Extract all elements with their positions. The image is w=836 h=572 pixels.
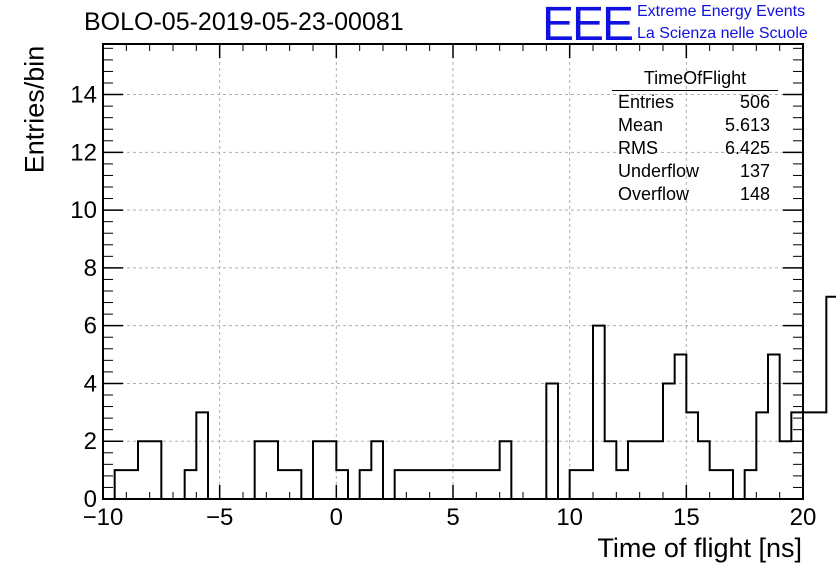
stats-label: RMS <box>618 138 658 158</box>
y-axis-label: Entries/bin <box>19 45 50 174</box>
y-tick-label: 6 <box>84 313 97 340</box>
stats-label: Overflow <box>618 184 690 204</box>
x-tick-label: 10 <box>556 504 583 531</box>
x-tick-label: 15 <box>673 504 700 531</box>
y-tick-label: 8 <box>84 255 97 282</box>
y-tick-label: 10 <box>70 197 97 224</box>
logo-line-1: Extreme Energy Events <box>637 3 806 20</box>
stats-value: 137 <box>739 161 770 181</box>
y-tick-label: 0 <box>84 486 97 513</box>
stats-label: Underflow <box>618 161 700 181</box>
stats-value: 6.425 <box>724 138 770 158</box>
stats-value: 5.613 <box>724 115 770 135</box>
stats-row-rms: RMS 6.425 <box>612 137 778 160</box>
x-tick-label: −10 <box>83 504 124 531</box>
tick-labels: −10 −5 0 5 10 15 20 0 2 4 6 8 10 12 14 <box>70 82 816 531</box>
y-tick-label: 4 <box>84 370 97 397</box>
stats-row-entries: Entries 506 <box>612 91 778 114</box>
stats-row-mean: Mean 5.613 <box>612 114 778 137</box>
x-axis-label: Time of flight [ns] <box>597 533 802 563</box>
grid-lines <box>103 44 803 499</box>
y-tick-label: 14 <box>70 82 97 109</box>
x-tick-label: 0 <box>330 504 343 531</box>
histogram-series <box>103 295 836 500</box>
run-title: BOLO-05-2019-05-23-00081 <box>84 8 404 36</box>
stats-label: Mean <box>618 115 664 135</box>
x-tick-label: −5 <box>206 504 233 531</box>
eee-logo: EEE <box>542 0 634 51</box>
y-tick-label: 12 <box>70 139 97 166</box>
stats-row-underflow: Underflow 137 <box>612 160 778 183</box>
stats-title: TimeOfFlight <box>612 66 778 91</box>
stats-box: TimeOfFlight Entries 506 Mean 5.613 RMS … <box>612 66 778 206</box>
stats-value: 148 <box>739 184 770 204</box>
axis-ticks <box>102 44 804 500</box>
x-tick-label: 5 <box>446 504 459 531</box>
logo-line-2: La Scienza nelle Scuole <box>637 25 808 42</box>
stats-label: Entries <box>618 92 675 112</box>
stats-row-overflow: Overflow 148 <box>612 183 778 206</box>
x-tick-label: 20 <box>790 504 817 531</box>
stats-value: 506 <box>739 92 770 112</box>
y-tick-label: 2 <box>84 428 97 455</box>
